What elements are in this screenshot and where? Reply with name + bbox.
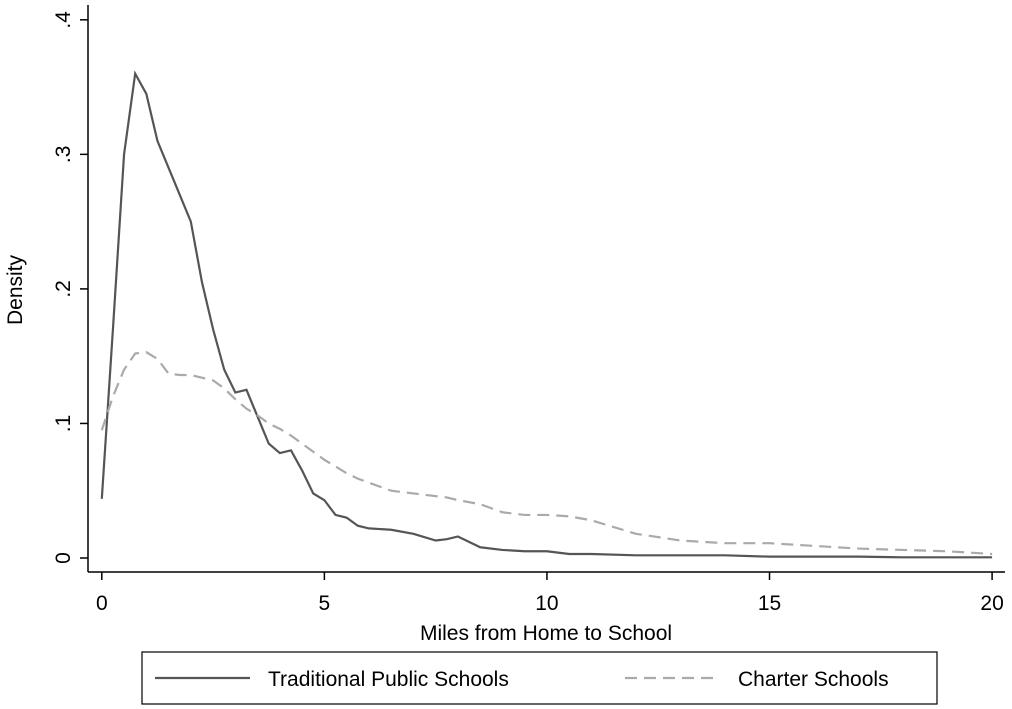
x-tick-label: 0 bbox=[96, 592, 108, 615]
x-tick-label: 10 bbox=[535, 592, 558, 615]
legend-box bbox=[141, 651, 938, 705]
x-tick-label: 15 bbox=[758, 592, 781, 615]
y-tick-label: .2 bbox=[52, 280, 75, 298]
x-tick-label: 20 bbox=[980, 592, 1003, 615]
line-series bbox=[100, 70, 993, 559]
x-tick-label: 5 bbox=[319, 592, 331, 615]
x-axis-title: Miles from Home to School bbox=[420, 622, 672, 645]
legend-label: Charter Schools bbox=[738, 668, 889, 691]
legend-label: Traditional Public Schools bbox=[268, 668, 509, 691]
y-axis-title: Density bbox=[4, 254, 27, 325]
y-tick-label: 0 bbox=[52, 552, 75, 564]
y-tick-label: .3 bbox=[52, 146, 75, 164]
y-tick-label: .1 bbox=[52, 415, 75, 433]
line-series bbox=[100, 351, 993, 556]
y-tick-label: .4 bbox=[52, 11, 75, 29]
